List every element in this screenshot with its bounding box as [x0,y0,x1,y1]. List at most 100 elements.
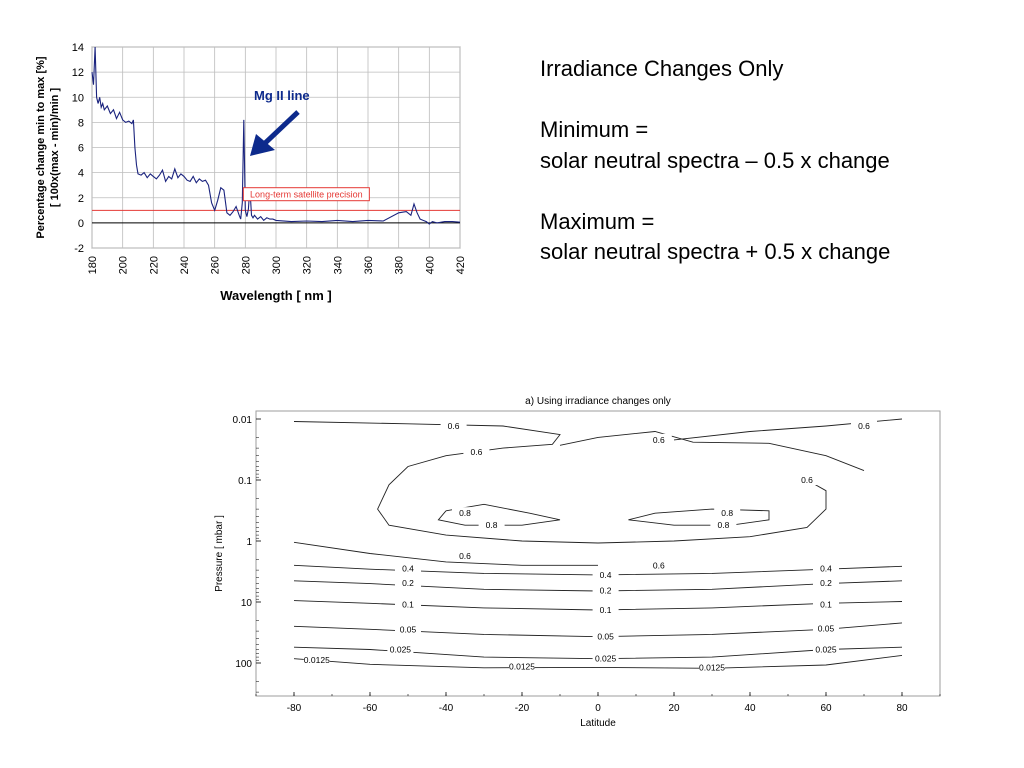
x-tick-label: -60 [363,703,378,714]
contour-label: 0.025 [815,644,837,654]
x-tick-label: 80 [896,703,908,714]
x-tick-label: 400 [424,256,436,274]
y-tick-label: 10 [72,92,84,104]
contour-label-bg [387,643,414,655]
contour-label: 0.2 [600,586,612,596]
x-tick-label: 220 [148,256,160,274]
contour-label-bg [645,559,672,571]
mg-arrow-head [250,134,275,156]
contour-line [673,418,903,441]
x-tick-label: 60 [820,703,832,714]
contour-label: 0.6 [459,551,471,561]
y-tick-label: -2 [74,243,84,255]
contour-line [293,580,903,592]
contour-label: 0.0125 [509,662,535,672]
contour-label: 0.8 [459,508,471,518]
heading-text: Irradiance Changes Only [540,56,784,81]
y-tick-label: 1 [246,537,252,548]
contour-label-bg [710,519,737,531]
contour-line [293,646,903,660]
contour-line [293,541,598,566]
contour-line [628,508,770,526]
contour-label-bg [592,568,619,580]
y-axis-label: Percentage change min to max [%] [35,56,47,238]
contour-label: 0.4 [402,563,414,573]
y-tick-label: 100 [235,659,252,670]
contour-label: 0.1 [402,600,414,610]
contour-label-bg [592,652,619,664]
contour-x-axis-label: Latitude [580,718,616,729]
contour-line [293,622,903,638]
spectral-change-chart: 180 200 220 240 260 280 300 320 340 360 380 400 4201… [35,42,467,303]
contour-label-bg [794,474,820,485]
contour-label-bg [395,577,421,589]
maximum-label: Maximum = [540,208,655,234]
x-tick-label: 280 [240,256,252,274]
x-axis-label: Wavelength [ nm ] [220,288,331,303]
contour-label-bg [813,598,839,610]
contour-label-bg [592,630,619,642]
contour-label-bg [509,660,535,672]
contour-label-bg [714,507,741,519]
contour-label-bg [813,622,839,634]
x-tick-label: -20 [515,703,530,714]
contour-label-bg [478,519,505,531]
contour-line [293,654,903,669]
contour-label: 0.6 [448,421,460,431]
x-tick-label: 0 [595,703,601,714]
y-tick-label: 10 [241,598,253,609]
contour-label: 0.0125 [699,662,725,672]
contour-label: 0.4 [600,570,612,580]
contour-label: 0.6 [470,447,482,457]
contour-label: 0.8 [721,508,733,518]
x-tick-label: 420 [455,256,467,274]
x-tick-label: 340 [332,256,344,274]
contour-y-axis-label: Pressure [ mbar ] [214,515,225,592]
contour-label-bg [813,577,839,589]
contour-label: 0.05 [597,632,614,642]
contour-label-bg [813,643,839,655]
contour-line [437,503,561,526]
y-tick-label: 0.1 [238,476,252,487]
contour-label-bg [592,603,619,615]
contour-label-bg [813,562,839,574]
contour-label-bg [303,654,330,666]
contour-label-bg [645,433,672,445]
contour-label-bg [395,598,421,610]
spacer [540,176,1000,207]
contour-label: 0.6 [801,475,813,485]
contour-label-bg [395,623,421,635]
contour-label: 0.1 [600,605,612,615]
contour-label: 0.4 [820,563,832,573]
contour-label-bg [395,562,421,574]
y-tick-label: 8 [78,117,84,129]
contour-label: 0.05 [818,623,835,633]
y-tick-label: 12 [72,67,84,79]
x-tick-label: 200 [118,256,130,274]
x-tick-label: 380 [394,256,406,274]
contour-label: 0.1 [820,600,832,610]
series-line [91,46,461,225]
maximum-formula: solar neutral spectra + 0.5 x change [540,239,891,264]
contour-label: 0.6 [858,421,870,431]
y-tick-label: 6 [78,143,84,155]
precision-label-box [242,187,370,202]
x-tick-label: -80 [287,703,302,714]
contour-title: a) Using irradiance changes only [525,396,671,407]
contour-line [293,600,903,611]
precision-label: Long-term satellite precision [250,190,363,200]
x-tick-label: 180 [87,256,99,274]
y-tick-label: 0.01 [233,415,253,426]
contour-label-bg [452,549,478,561]
x-tick-label: 320 [302,256,314,274]
y-tick-label: 2 [78,193,84,205]
slide-text: Irradiance Changes Only Minimum = solar … [540,54,1000,268]
mg-arrow-shaft [260,110,300,148]
x-tick-label: -40 [439,703,454,714]
contour-label-bg [463,446,490,458]
mg-line-annotation: Mg II line [254,88,310,103]
contour-plot-area [255,410,941,697]
contour-label: 0.025 [595,654,617,664]
x-tick-label: 300 [271,256,283,274]
contour-label: 0.6 [653,435,665,445]
